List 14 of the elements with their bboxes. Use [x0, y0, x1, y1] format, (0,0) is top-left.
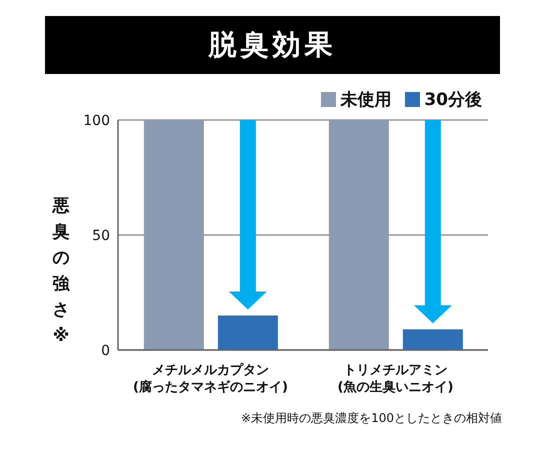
legend-label: 未使用 — [340, 89, 392, 111]
bar — [144, 120, 204, 350]
x-tick-label: メチルメルカプタン (腐ったタマネギのニオイ) — [133, 362, 288, 395]
y-axis-title: 悪臭の強さ※ — [51, 195, 71, 348]
text: ※未使用時の悪臭濃度を100としたときの相対値 — [241, 410, 502, 427]
y-tick-label: 0 — [101, 342, 110, 359]
y-tick-label: 50 — [92, 228, 110, 244]
bar — [328, 120, 389, 350]
y-tick-label: 100 — [83, 112, 110, 129]
chart-title: 脱臭効果 — [45, 16, 500, 74]
bar — [402, 329, 463, 350]
x-tick-label: トリメチルアミン (魚の生臭いニオイ) — [338, 363, 454, 395]
bar — [218, 316, 278, 350]
legend-label: 30分後 — [424, 89, 482, 111]
